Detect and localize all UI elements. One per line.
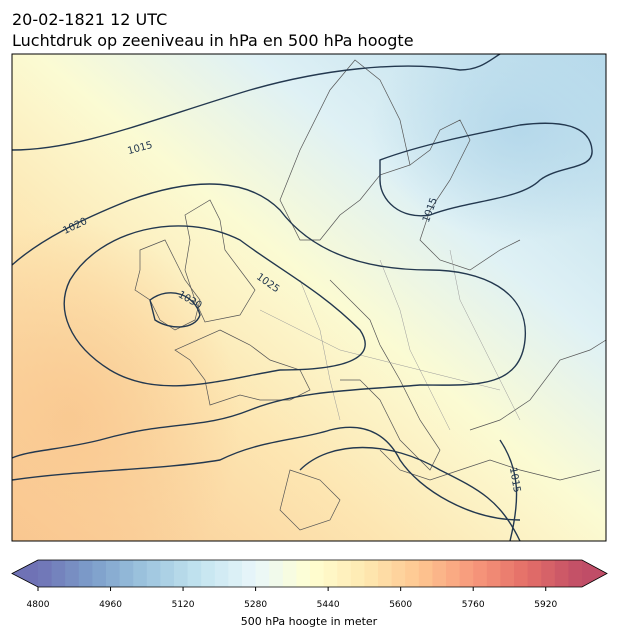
colorbar-segment [554, 560, 569, 587]
colorbar-extend-low [12, 560, 38, 587]
isobars [12, 54, 593, 541]
colorbar-tick-label: 4960 [99, 600, 122, 610]
colorbar-segment [568, 560, 583, 587]
colorbar-tick-label: 5920 [534, 600, 557, 610]
colorbar-segment [228, 560, 243, 587]
colorbar-segment [486, 560, 501, 587]
colorbar-segment [187, 560, 202, 587]
colorbar-segment [432, 560, 447, 587]
colorbar-segment [350, 560, 365, 587]
colorbar-segment [201, 560, 216, 587]
colorbar-segment [364, 560, 379, 587]
colorbar-extend-high [582, 560, 607, 587]
colorbar-segment [106, 560, 121, 587]
colorbar-segment [282, 560, 297, 587]
colorbar-tick-label: 4800 [27, 600, 50, 610]
colorbar-segment [146, 560, 161, 587]
colorbar-segment [527, 560, 542, 587]
colorbar-segment [269, 560, 284, 587]
colorbar-segment [337, 560, 352, 587]
colorbar-outline [11, 559, 608, 588]
colorbar-segment [446, 560, 461, 587]
colorbar-segment [174, 560, 189, 587]
borders [259, 249, 521, 431]
map-frame [11, 53, 607, 542]
colorbar-label: 500 hPa hoogte in meter [241, 615, 378, 628]
colorbar-segment [78, 560, 93, 587]
colorbar-segment [514, 560, 529, 587]
colorbar-segment [242, 560, 257, 587]
colorbar-segment [418, 560, 433, 587]
colorbar-segment [391, 560, 406, 587]
colorbar-segment [38, 560, 53, 587]
colorbar-segment [119, 560, 134, 587]
coastlines [134, 59, 606, 531]
colorbar-segment [323, 560, 338, 587]
colorbar-segment [214, 560, 229, 587]
colorbar-segment [160, 560, 175, 587]
contour-label: 1015 [507, 467, 522, 494]
colorbar-segment [51, 560, 66, 587]
colorbar-segment [459, 560, 474, 587]
colorbar-tick-label: 5280 [244, 600, 267, 610]
colorbar-segment [92, 560, 107, 587]
colorbar-segment [405, 560, 420, 587]
colorbar-tick-label: 5600 [389, 600, 412, 610]
warm-area [12, 220, 240, 541]
colorbar-segment [473, 560, 488, 587]
colorbar-segment [500, 560, 515, 587]
colorbar-segment [541, 560, 556, 587]
colorbar: 4800 4960 5120 5280 5440 5600 5760 5920 [11, 559, 608, 610]
colorbar-tick-label: 5120 [172, 600, 195, 610]
colorbar-segment [65, 560, 80, 587]
colorbar-segment [378, 560, 393, 587]
colorbar-tick-label: 5440 [317, 600, 340, 610]
colorbar-segment [133, 560, 148, 587]
colorbar-segment [296, 560, 311, 587]
colorbar-segment [255, 560, 270, 587]
subtitle: Luchtdruk op zeeniveau in hPa en 500 hPa… [12, 31, 414, 50]
colorbar-segment [310, 560, 325, 587]
map: 1015 1020 1025 1030 1015 1015 [12, 54, 606, 541]
cold-area [370, 54, 606, 240]
title: 20-02-1821 12 UTC [12, 10, 167, 29]
colorbar-tick-label: 5760 [462, 600, 485, 610]
